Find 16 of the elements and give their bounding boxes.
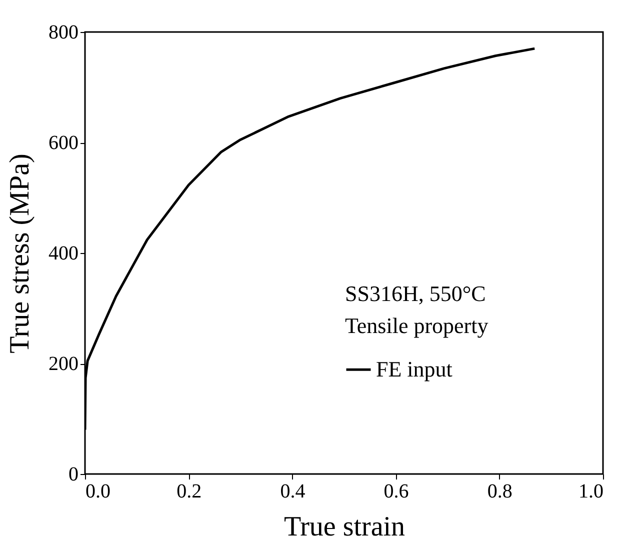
x-tick-label: 0.8 bbox=[487, 480, 512, 502]
y-tick-label: 0 bbox=[68, 464, 78, 486]
x-tick-label: 0.4 bbox=[280, 480, 306, 502]
x-axis-title: True strain bbox=[284, 512, 406, 542]
y-tick-label: 600 bbox=[48, 132, 78, 154]
y-tick-label: 800 bbox=[48, 22, 78, 44]
annotation: Tensile property bbox=[345, 313, 488, 338]
x-tick-label: 0.2 bbox=[176, 480, 202, 502]
legend-label: FE input bbox=[376, 356, 452, 382]
x-tick-label: 0.0 bbox=[86, 480, 110, 502]
y-tick-label: 200 bbox=[48, 353, 78, 375]
x-tick-label: 1.0 bbox=[578, 480, 604, 502]
annotation: SS316H, 550°C bbox=[345, 281, 486, 306]
y-tick-label: 400 bbox=[48, 242, 78, 264]
y-axis-title: True stress (MPa) bbox=[4, 154, 36, 354]
x-tick-label: 0.6 bbox=[384, 480, 409, 502]
